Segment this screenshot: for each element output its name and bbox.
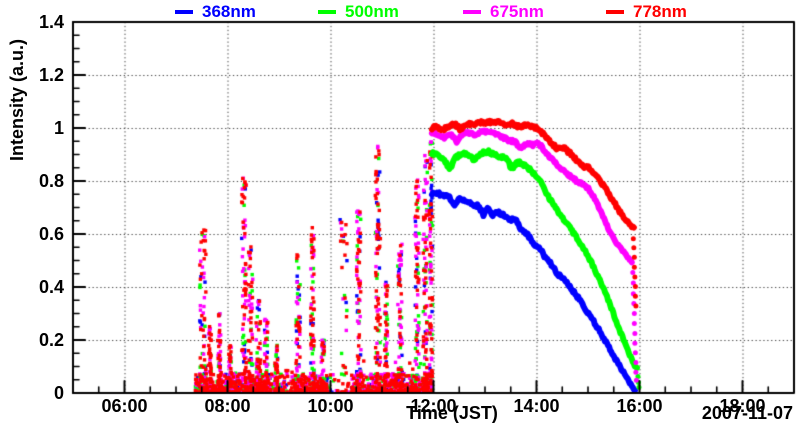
y-tick-label: 1 xyxy=(53,118,64,138)
y-tick-label: 0.8 xyxy=(38,171,64,191)
legend-dash-icon xyxy=(606,9,624,14)
y-tick-label: 0.2 xyxy=(38,330,64,350)
x-tick-label: 12:00 xyxy=(410,396,457,416)
x-tick-label: 10:00 xyxy=(307,396,354,416)
legend-item-675nm: 675nm xyxy=(463,1,544,22)
legend-dash-icon xyxy=(463,9,481,14)
legend-dash-icon xyxy=(175,9,193,14)
legend-item-500nm: 500nm xyxy=(318,1,399,22)
x-tick-label: 18:00 xyxy=(719,396,766,416)
y-tick-label: 0 xyxy=(53,383,64,403)
x-axis-title: Time (JST) xyxy=(406,403,498,423)
x-tick-label: 06:00 xyxy=(101,396,148,416)
legend-label: 368nm xyxy=(202,1,256,21)
y-tick-label: 0.6 xyxy=(38,224,64,244)
x-tick-label: 14:00 xyxy=(513,396,560,416)
x-tick-label: 08:00 xyxy=(204,396,251,416)
legend-label: 778nm xyxy=(633,1,687,21)
y-tick-label: 1.4 xyxy=(38,12,64,32)
y-tick-label: 1.2 xyxy=(38,65,64,85)
legend-label: 675nm xyxy=(490,1,544,21)
legend-item-368nm: 368nm xyxy=(175,1,256,22)
legend-label: 500nm xyxy=(345,1,399,21)
legend-dash-icon xyxy=(318,9,336,14)
y-axis-title: Intensity (a.u.) xyxy=(7,38,27,161)
legend-item-778nm: 778nm xyxy=(606,1,687,22)
date-label: 2007-11-07 xyxy=(701,403,793,423)
y-tick-label: 0.4 xyxy=(38,277,64,297)
x-tick-label: 16:00 xyxy=(616,396,663,416)
